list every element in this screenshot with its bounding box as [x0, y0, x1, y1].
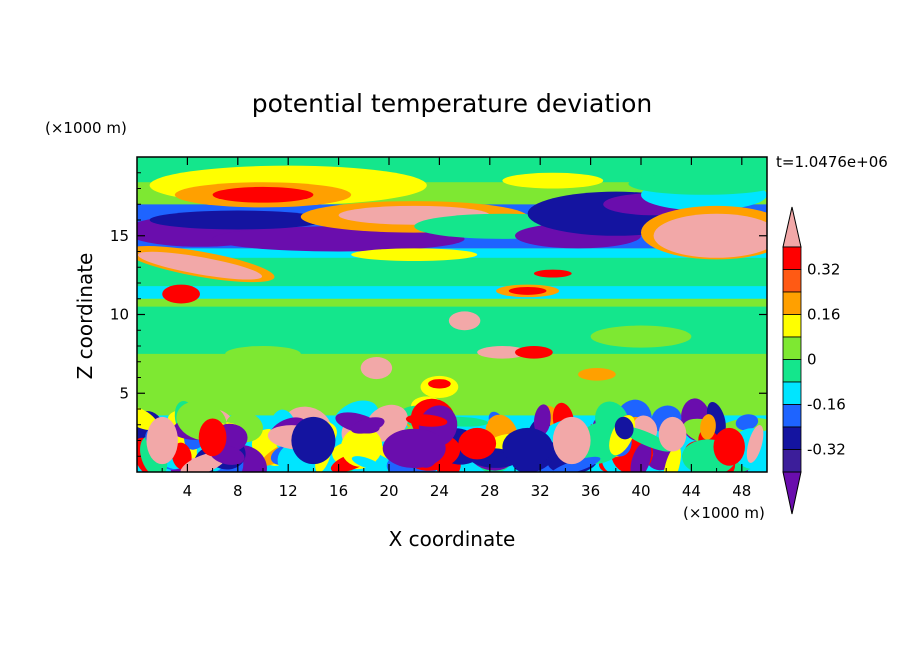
contour-blob	[291, 416, 336, 465]
x-tick-label: 32	[531, 482, 550, 500]
colorbar-box	[782, 314, 802, 338]
contour-blob	[663, 445, 681, 472]
colorbar: 0.32 0.16 0 -0.16 -0.32	[782, 206, 846, 515]
contour-blob	[350, 417, 385, 434]
contour-blobs	[137, 157, 767, 472]
x-tick-label: 28	[480, 482, 499, 500]
y-tick-label: 10	[110, 306, 129, 324]
colorbar-tick-label: 0	[807, 351, 817, 369]
x-tick-label: 4	[183, 482, 193, 500]
colorbar-tick-label: -0.16	[807, 396, 846, 414]
x-tick-label: 12	[279, 482, 298, 500]
contour-blob	[382, 428, 446, 469]
x-tick-label: 36	[581, 482, 600, 500]
y-tick-label: 15	[110, 227, 129, 245]
contour-blob	[578, 368, 616, 381]
contour-blob	[508, 286, 547, 295]
x-tick-label: 44	[682, 482, 701, 500]
x-tick-label: 8	[233, 482, 243, 500]
contour-blob	[225, 346, 301, 362]
colorbar-box	[782, 246, 802, 270]
contour-blob	[428, 379, 451, 389]
contour-blob	[628, 172, 767, 195]
contour-blob	[360, 357, 393, 380]
contour-field	[137, 157, 767, 472]
contour-blob	[590, 325, 692, 348]
contour-blob	[405, 414, 448, 427]
colorbar-box	[782, 381, 802, 405]
contour-blob	[146, 416, 178, 465]
contour-blob	[551, 456, 601, 472]
contour-blob	[621, 426, 673, 452]
contour-blob	[477, 346, 528, 359]
contour-blob	[149, 210, 326, 230]
colorbar-max-triangle	[782, 206, 802, 248]
x-axis-title: X coordinate	[389, 527, 516, 551]
y-tick-label: 5	[119, 384, 129, 402]
colorbar-box	[782, 336, 802, 360]
y-axis: 5 10 15	[110, 172, 767, 457]
x-axis: 4 8 12 16 20 24 28 32 36 40 44 48	[161, 157, 751, 500]
contour-blob	[351, 248, 478, 261]
contour-blob	[713, 427, 745, 466]
colorbar-box	[782, 449, 802, 473]
contour-blob	[198, 418, 227, 457]
x-tick-label: 48	[732, 482, 751, 500]
contour-blob	[172, 442, 192, 470]
contour-blob	[653, 213, 767, 258]
y-unit-label: (×1000 m)	[45, 119, 127, 137]
time-label: t=1.0476e+06	[776, 153, 888, 171]
contour-blob	[658, 416, 687, 452]
x-tick-label: 16	[329, 482, 348, 500]
contour-blob	[340, 426, 383, 467]
contour-blob	[735, 414, 759, 431]
colorbar-tick-label: 0.16	[807, 306, 840, 324]
contour-blob	[746, 425, 764, 463]
x-tick-label: 20	[379, 482, 398, 500]
contour-blob	[502, 427, 553, 466]
contour-blob	[458, 427, 497, 460]
contour-blob	[212, 186, 314, 203]
colorbar-box	[782, 291, 802, 315]
chart-title: potential temperature deviation	[252, 89, 652, 118]
contour-blob	[288, 273, 364, 287]
colorbar-box	[782, 426, 802, 450]
contour-blob	[162, 284, 201, 304]
contour-blob	[552, 416, 591, 465]
contour-blob	[212, 226, 465, 252]
contour-blob	[614, 416, 634, 440]
x-tick-label: 40	[631, 482, 650, 500]
contour-blob	[630, 441, 652, 472]
y-axis-title: Z coordinate	[73, 253, 97, 380]
contour-blob	[137, 405, 158, 431]
contour-blob	[137, 251, 263, 280]
contour-blob	[448, 311, 481, 331]
contour-blob	[533, 404, 551, 436]
colorbar-box	[782, 269, 802, 293]
contour-blob	[502, 172, 604, 189]
x-tick-label: 24	[430, 482, 449, 500]
colorbar-tick-label: -0.32	[807, 441, 846, 459]
contour-blob	[533, 269, 572, 278]
contour-blob	[653, 308, 755, 328]
contour-blob	[700, 414, 716, 440]
contour-blob	[515, 346, 553, 359]
contour-blob	[351, 456, 382, 470]
x-unit-label: (×1000 m)	[683, 504, 765, 522]
colorbar-box	[782, 359, 802, 383]
colorbar-box	[782, 404, 802, 428]
colorbar-tick-label: 0.32	[807, 261, 840, 279]
colorbar-min-triangle	[782, 471, 802, 515]
